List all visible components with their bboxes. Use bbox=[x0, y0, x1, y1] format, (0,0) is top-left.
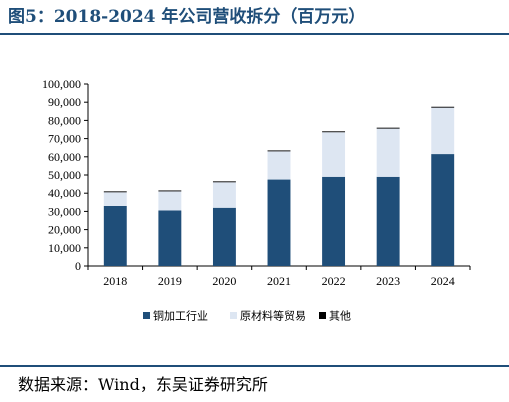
y-tick-label: 30,000 bbox=[48, 204, 81, 218]
bar-segment bbox=[158, 190, 182, 192]
y-tick-label: 0 bbox=[75, 259, 81, 273]
legend-swatch bbox=[319, 312, 326, 319]
x-tick-label: 2018 bbox=[103, 274, 127, 288]
bar-segment bbox=[322, 131, 346, 133]
bar-segment bbox=[103, 192, 127, 206]
bar-segment bbox=[212, 207, 236, 266]
y-tick-label: 60,000 bbox=[48, 150, 81, 164]
bar-segment bbox=[103, 191, 127, 193]
bar-segment bbox=[431, 107, 455, 155]
y-tick-label: 50,000 bbox=[48, 168, 81, 182]
x-tick-label: 2023 bbox=[376, 274, 400, 288]
source-note: 数据来源：Wind，东吴证券研究所 bbox=[18, 375, 268, 394]
y-tick-label: 80,000 bbox=[48, 113, 81, 127]
source-rule bbox=[0, 365, 509, 367]
legend-swatch bbox=[143, 312, 150, 319]
bar-segment bbox=[431, 154, 455, 266]
bar-segment bbox=[103, 205, 127, 266]
y-tick-label: 90,000 bbox=[48, 95, 81, 109]
title-rule bbox=[0, 33, 509, 35]
x-tick-label: 2022 bbox=[322, 274, 346, 288]
bar-segment bbox=[267, 151, 291, 180]
y-tick-label: 40,000 bbox=[48, 186, 81, 200]
legend-label: 铜加工行业 bbox=[153, 309, 208, 323]
revenue-stacked-bar-chart: 0 10,000 20,000 30,000 40,000 50,000 60,000 70,… bbox=[42, 77, 471, 323]
bar-segment bbox=[158, 210, 182, 266]
bar-segment bbox=[376, 176, 400, 266]
bar-segment bbox=[376, 128, 400, 177]
legend-swatch bbox=[230, 312, 237, 319]
y-tick-label: 20,000 bbox=[48, 223, 81, 237]
bar-segment bbox=[322, 176, 346, 266]
bar-segment bbox=[212, 181, 236, 183]
bar-segment bbox=[158, 191, 182, 211]
legend-label: 原材料等贸易 bbox=[240, 309, 306, 323]
x-tick-label: 2019 bbox=[158, 274, 182, 288]
x-tick-label: 2024 bbox=[431, 274, 455, 288]
bar-segment bbox=[267, 179, 291, 266]
x-tick-label: 2021 bbox=[267, 274, 291, 288]
legend-label: 其他 bbox=[329, 310, 351, 323]
y-tick-label: 100,000 bbox=[42, 77, 81, 91]
bar-segment bbox=[376, 127, 400, 129]
figure-title: 图5：2018-2024 年公司营收拆分（百万元） bbox=[8, 7, 366, 27]
bar-segment bbox=[322, 132, 346, 177]
bar-segment bbox=[212, 182, 236, 208]
y-tick-label: 70,000 bbox=[48, 132, 81, 146]
x-tick-label: 2020 bbox=[212, 274, 236, 288]
y-tick-label: 10,000 bbox=[48, 241, 81, 255]
bar-segment bbox=[267, 150, 291, 152]
bar-segment bbox=[431, 106, 455, 108]
